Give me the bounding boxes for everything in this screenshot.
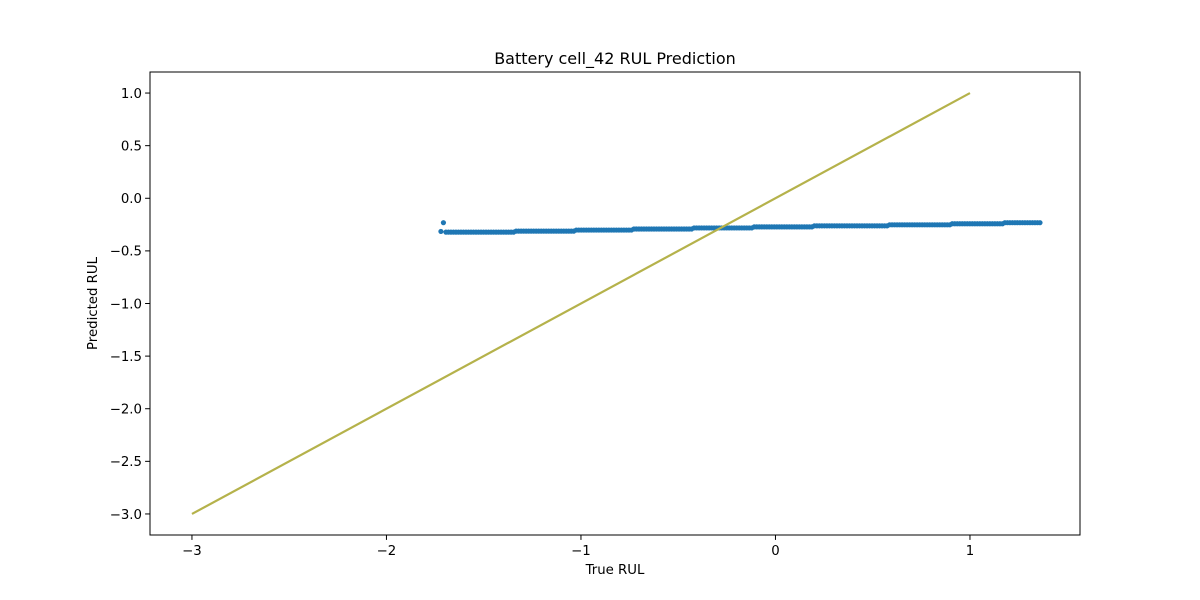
y-axis: 1.0 0.5 0.0 −0.5 −1.0 −1.5 −2.0 −2.5 −3.0: [110, 87, 150, 523]
y-tick-label: −1.5: [110, 350, 142, 365]
series-layer: [191, 92, 1043, 515]
y-tick-label: 0.5: [121, 139, 142, 154]
x-tick-label: −1: [571, 544, 591, 559]
x-tick-label: 1: [966, 544, 974, 559]
scatter-point: [440, 220, 447, 226]
y-tick-label: 0.0: [121, 192, 142, 207]
x-axis-title: True RUL: [585, 563, 645, 578]
y-tick-label: −0.5: [110, 245, 142, 260]
x-tick-label: −2: [377, 544, 397, 559]
scatter-point: [438, 228, 444, 235]
scatter-point: [1037, 220, 1043, 226]
y-tick-label: −3.0: [110, 508, 142, 523]
y-tick-label: −2.5: [110, 455, 142, 470]
scatter-series: [438, 220, 1043, 235]
x-tick-label: 0: [771, 544, 779, 559]
y-axis-title: Predicted RUL: [86, 256, 101, 350]
reference-line: [191, 92, 971, 515]
y-tick-label: −1.0: [110, 297, 142, 312]
y-tick-label: −2.0: [110, 403, 142, 418]
y-tick-label: 1.0: [121, 87, 142, 102]
chart-title: Battery cell_42 RUL Prediction: [494, 49, 736, 69]
x-axis: −3 −2 −1 0 1: [182, 535, 974, 559]
x-tick-label: −3: [182, 544, 202, 559]
